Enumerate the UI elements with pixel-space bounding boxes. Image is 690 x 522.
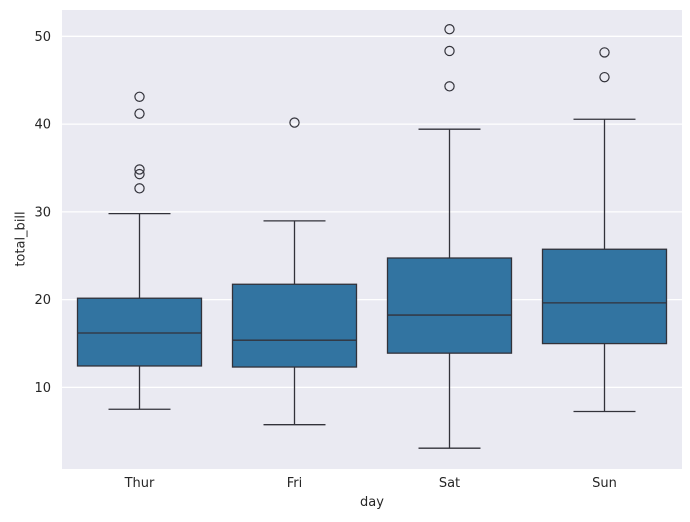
y-tick-label-30: 30 bbox=[34, 205, 51, 220]
y-axis-label: total_bill bbox=[13, 211, 29, 267]
x-axis-label: day bbox=[360, 495, 384, 510]
outlier-Sat-44.3 bbox=[444, 81, 455, 92]
outlier-Sun-45.35 bbox=[599, 71, 610, 83]
outlier-Thur-34.83 bbox=[134, 164, 145, 175]
box-Sat bbox=[386, 257, 513, 354]
box-Thur bbox=[76, 297, 203, 367]
outlier-Thur-32.68 bbox=[134, 183, 145, 194]
x-tick-label-Sun: Sun bbox=[592, 476, 617, 491]
box-Fri bbox=[231, 283, 358, 368]
y-tick-label-20: 20 bbox=[34, 293, 51, 308]
outlier-Sat-50.81 bbox=[444, 24, 455, 35]
x-tick-label-Thur: Thur bbox=[124, 476, 155, 491]
x-tick-label-Fri: Fri bbox=[287, 476, 303, 491]
axes-background bbox=[62, 10, 682, 469]
outlier-Thur-43.11 bbox=[134, 91, 145, 102]
outlier-Sun-48.17 bbox=[599, 47, 610, 58]
outlier-Thur-41.19 bbox=[134, 108, 145, 119]
box-Sun bbox=[541, 248, 668, 345]
outlier-Thur-34.3 bbox=[134, 168, 145, 180]
x-tick-label-Sat: Sat bbox=[439, 476, 460, 491]
y-tick-label-40: 40 bbox=[34, 118, 51, 133]
outlier-Sat-48.33 bbox=[444, 45, 455, 57]
y-tick-label-50: 50 bbox=[34, 30, 51, 45]
outlier-Fri-40.17 bbox=[289, 117, 300, 128]
y-tick-label-10: 10 bbox=[34, 381, 51, 396]
